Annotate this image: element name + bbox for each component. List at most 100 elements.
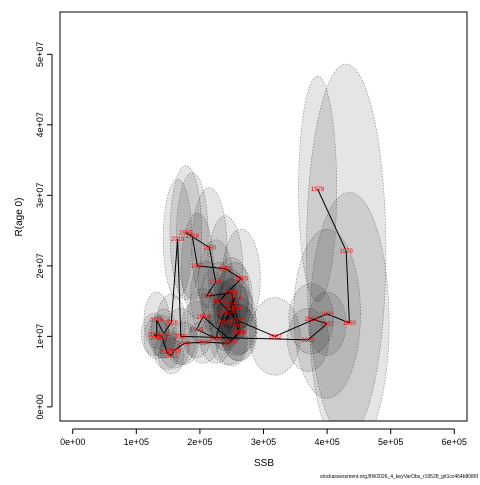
year-label-2002: 2002 — [225, 309, 239, 315]
year-label-2013: 2013 — [155, 334, 169, 340]
year-label-2009: 2009 — [177, 341, 191, 347]
path-segment-2000-2001 — [215, 312, 225, 339]
path-segment-1982-1983 — [236, 319, 276, 337]
year-label-2005: 2005 — [224, 303, 238, 309]
year-label-2023: 2023 — [305, 317, 319, 323]
year-label-2006: 2006 — [233, 331, 247, 337]
path-segment-2010-2011 — [170, 350, 175, 357]
path-segment-1991-1992 — [205, 281, 217, 297]
year-label-1993: 1993 — [225, 291, 239, 297]
year-label-2000: 2000 — [209, 337, 223, 343]
x-tick-label: 1e+05 — [124, 437, 149, 447]
x-tick-label: 4e+05 — [314, 437, 339, 447]
path-segment-1990-1991 — [208, 247, 217, 283]
path-segment-1980-1981 — [326, 313, 350, 324]
year-label-1981: 1981 — [320, 312, 334, 318]
year-label-2015: 2015 — [150, 336, 164, 342]
year-label-1994: 1994 — [228, 306, 242, 312]
path-segment-2019-2020 — [177, 239, 182, 337]
path-segment-2011-2012 — [166, 351, 172, 357]
x-axis-title: SSB — [254, 458, 274, 469]
path-segment-1981-1982 — [274, 313, 328, 337]
year-label-2012: 2012 — [160, 350, 174, 356]
path-segment-1979-1980 — [345, 251, 350, 324]
year-label-2011: 2011 — [165, 354, 179, 360]
year-label-1985: 1985 — [235, 277, 249, 283]
x-tick-label: 0e+00 — [60, 437, 85, 447]
year-label-2007: 2007 — [222, 341, 236, 347]
year-label-1999: 1999 — [190, 327, 204, 333]
x-tick-label: 5e+05 — [378, 437, 403, 447]
y-tick-label: 3e+07 — [35, 183, 45, 208]
year-label-2022: 2022 — [320, 322, 334, 328]
year-label-1984: 1984 — [212, 299, 226, 305]
y-axis: 0e+00 1e+07 2e+07 3e+07 4e+07 5e+07 — [35, 42, 53, 420]
year-label-2019: 2019 — [171, 237, 185, 243]
year-label-1980: 1980 — [343, 321, 357, 327]
year-label-2001: 2001 — [217, 311, 231, 317]
year-label-1998: 1998 — [196, 315, 210, 321]
year-label-2021: 2021 — [301, 338, 315, 344]
year-label-2010: 2010 — [168, 349, 182, 355]
year-label-1983: 1983 — [230, 318, 244, 324]
y-tick-label: 2e+07 — [35, 253, 45, 278]
path-segment-1985-1986 — [225, 268, 242, 280]
year-label-2008: 2008 — [196, 340, 210, 346]
x-axis: 0e+00 1e+05 2e+05 3e+05 4e+05 5e+05 6e+05 — [60, 428, 467, 447]
y-axis-title: R(age 0) — [14, 198, 25, 237]
path-segment-2018-2019 — [170, 239, 179, 323]
x-tick-label: 3e+05 — [251, 437, 276, 447]
year-label-2020: 2020 — [174, 334, 188, 340]
year-label-1990: 1990 — [203, 246, 217, 252]
path-segment-2012-2013 — [161, 336, 168, 353]
path-segment-2003-2004 — [224, 297, 236, 323]
path-segment-1998-1999 — [196, 316, 204, 330]
year-label-1988: 1988 — [186, 234, 200, 240]
y-tick-label: 5e+07 — [35, 42, 45, 67]
year-label-1978: 1978 — [311, 187, 325, 193]
plot-frame — [59, 11, 468, 422]
year-label-1991: 1991 — [209, 280, 223, 286]
ellipse-1980 — [309, 192, 390, 421]
path-segment-2013-2014 — [153, 333, 162, 337]
year-label-2003: 2003 — [219, 320, 233, 326]
path-segment-2007-2008 — [203, 341, 229, 344]
path-segment-1987-1988 — [191, 236, 198, 266]
path-segment-1989-1990 — [185, 232, 210, 248]
year-label-1996: 1996 — [231, 330, 245, 336]
year-label-2004: 2004 — [228, 296, 242, 302]
path-segment-2020-2021 — [180, 335, 309, 341]
x-tick-label: 6e+05 — [442, 437, 467, 447]
path-segment-2021-2022 — [307, 323, 328, 341]
year-label-1995: 1995 — [233, 324, 247, 330]
year-label-1979: 1979 — [340, 249, 354, 255]
year-label-1987: 1987 — [191, 264, 205, 270]
x-tick-label: 2e+05 — [187, 437, 212, 447]
path-segment-2001-2002 — [223, 310, 232, 314]
ellipse-1979 — [306, 63, 387, 421]
y-tick-label: 4e+07 — [35, 112, 45, 137]
y-tick-label: 1e+07 — [35, 324, 45, 349]
path-segment-2022-2023 — [311, 318, 328, 325]
year-label-2018: 2018 — [165, 320, 179, 326]
path-segment-1986-1987 — [197, 265, 226, 270]
path-segment-2005-2006 — [229, 304, 240, 334]
path-segment-1994-1995 — [234, 308, 240, 326]
year-label-2016: 2016 — [150, 318, 164, 324]
path-segment-1978-1979 — [317, 188, 347, 252]
year-label-2017: 2017 — [157, 332, 171, 338]
year-label-2014: 2014 — [147, 332, 161, 338]
year-label-1997: 1997 — [225, 339, 239, 345]
path-segment-2017-2018 — [163, 322, 172, 334]
path-segment-1984-1985 — [218, 278, 242, 302]
path-segment-1992-1993 — [206, 292, 232, 297]
path-segment-2016-2017 — [156, 319, 165, 334]
year-label-1992: 1992 — [200, 294, 214, 300]
path-segment-2009-2010 — [174, 342, 185, 351]
recruitment-path — [153, 188, 350, 357]
year-label-1982: 1982 — [268, 334, 282, 340]
year-label-1989: 1989 — [179, 231, 193, 237]
